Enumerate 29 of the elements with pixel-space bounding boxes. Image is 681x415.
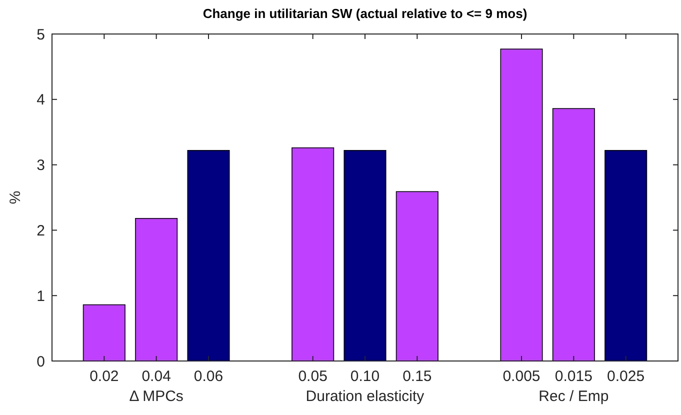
bar xyxy=(552,108,595,362)
chart-title: Change in utilitarian SW (actual relative to <= 9 mos) xyxy=(202,6,528,21)
x-tick-label: 0.005 xyxy=(502,368,540,385)
y-tick-label: 1 xyxy=(36,288,45,305)
y-tick-label: 5 xyxy=(36,26,45,44)
bar xyxy=(396,191,438,362)
bar xyxy=(292,147,334,362)
bar xyxy=(135,218,178,362)
x-tick-label: 0.015 xyxy=(554,368,592,385)
text: Rec / Emp xyxy=(538,388,609,405)
text: Duration elasticity xyxy=(306,388,425,405)
x-tick-label: 0.10 xyxy=(350,368,380,385)
bar xyxy=(500,48,543,362)
x-tick-label: 0.05 xyxy=(298,368,328,385)
y-tick-label: 0 xyxy=(36,353,45,370)
y-tick-label: 3 xyxy=(36,157,45,174)
bar xyxy=(82,304,126,362)
bar xyxy=(604,150,648,362)
y-tick-label: 4 xyxy=(36,92,45,109)
bar xyxy=(344,150,386,362)
x-tick-label: 0.025 xyxy=(607,368,645,385)
x-tick-label: 0.04 xyxy=(142,368,171,385)
x-tick-label: 0.02 xyxy=(90,368,119,385)
x-tick-label: 0.06 xyxy=(194,368,224,385)
text: Δ MPCs xyxy=(129,388,184,405)
y-tick-label: 2 xyxy=(36,222,45,240)
bar xyxy=(187,150,230,362)
x-tick-label: 0.15 xyxy=(402,368,432,385)
y-axis-title: % xyxy=(7,190,24,204)
